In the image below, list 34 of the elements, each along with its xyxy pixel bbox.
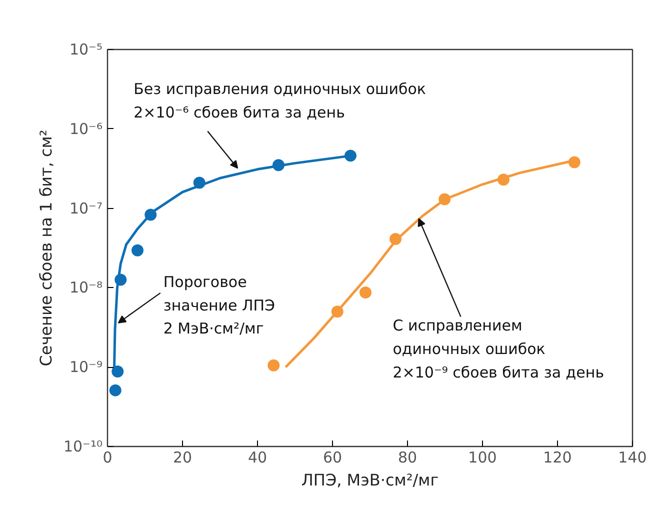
x-tick-label: 0 <box>102 448 112 466</box>
point <box>272 159 284 172</box>
x-tick-label: 80 <box>398 448 418 466</box>
point <box>193 176 206 189</box>
x-tick-label: 40 <box>248 448 268 466</box>
y-tick-label: 10⁻⁹ <box>69 358 103 376</box>
point <box>498 174 510 186</box>
point <box>390 233 402 246</box>
point <box>109 384 122 396</box>
point <box>438 193 451 206</box>
x-axis-title: ЛПЭ, МэВ·см²/мг <box>301 470 439 490</box>
x-tick-label: 60 <box>322 448 342 466</box>
y-tick-label: 10⁻¹⁰ <box>63 438 102 456</box>
point <box>144 208 157 221</box>
point <box>132 244 144 256</box>
y-tick-label: 10⁻⁶ <box>69 120 103 138</box>
x-tick-label: 100 <box>468 448 497 466</box>
point <box>331 306 344 318</box>
y-tick-label: 10⁻⁷ <box>69 199 103 218</box>
x-tick-label: 140 <box>618 448 647 466</box>
y-tick-label: 10⁻⁸ <box>69 278 103 297</box>
point <box>360 286 372 298</box>
y-axis-title: Сечение сбоев на 1 бит, см² <box>36 130 56 366</box>
point <box>568 156 580 168</box>
point <box>268 359 280 372</box>
annotation: Без исправления одиночных ошибок 2×10⁻⁶ сбоев бита за день <box>134 80 426 122</box>
point <box>344 150 356 162</box>
point <box>114 274 127 286</box>
x-tick-label: 120 <box>543 448 572 466</box>
point <box>112 366 124 378</box>
annotation: С исправлением одиночных ошибок 2×10⁻⁹ сбоев бита за день <box>392 316 604 382</box>
annotation: Пороговое значение ЛПЭ 2 МэВ·см²/мг <box>163 272 276 338</box>
x-tick-label: 20 <box>172 448 192 466</box>
y-tick-label: 10⁻⁵ <box>69 40 103 58</box>
